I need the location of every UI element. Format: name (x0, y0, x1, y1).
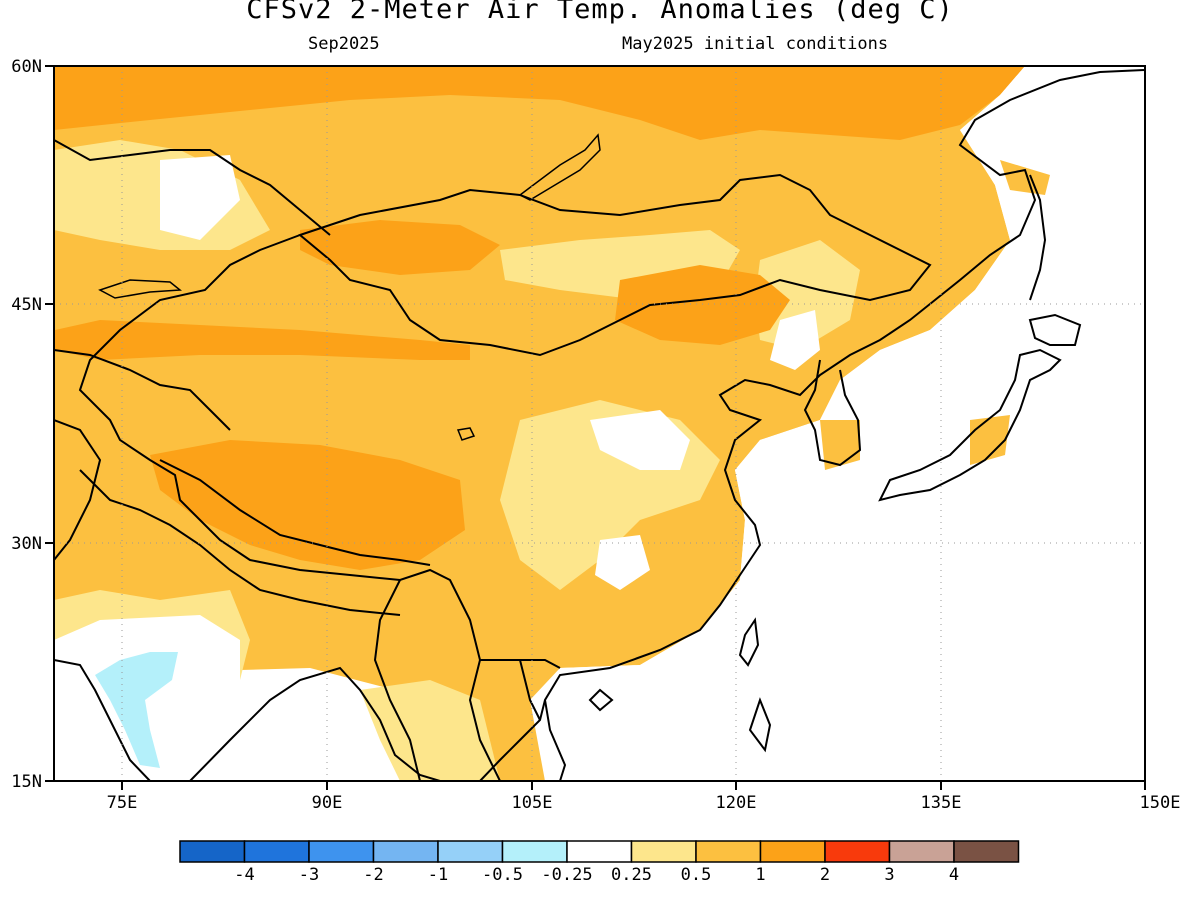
lon-label-135e: 135E (921, 793, 962, 813)
anomaly-zone-1-2 (615, 265, 790, 345)
lakes (98, 133, 601, 441)
colorbar-swatch (437, 840, 504, 863)
anomaly-zone-1-2 (54, 66, 1025, 140)
anomaly-zone-near-zero (595, 535, 650, 590)
hainan-coastline (588, 688, 614, 712)
lon-label-105e: 105E (512, 793, 553, 813)
china-west-border (78, 234, 481, 661)
colorbar-swatch (372, 840, 439, 863)
central-asia-border (54, 349, 231, 431)
lat-label-30n: 30N (11, 534, 42, 554)
lat-label-15n: 15N (11, 772, 42, 792)
korea-coastline (803, 359, 862, 467)
colorbar-label: 4 (949, 865, 959, 885)
qinghai-lake (456, 427, 476, 441)
india-north-border (79, 469, 401, 616)
valid-month: Sep2025 (308, 34, 380, 54)
lat-label-60n: 60N (11, 57, 42, 77)
colorbar-swatch (953, 840, 1020, 863)
axis-ticks (45, 65, 1146, 790)
pakistan-border (54, 419, 102, 561)
colorbar-label: 0.25 (611, 865, 652, 885)
lon-label-150e: 150E (1140, 793, 1181, 813)
colorbar-swatch (501, 840, 568, 863)
colorbar-swatch (759, 840, 826, 863)
map-title: CFSv2 2-Meter Air Temp. Anomalies (deg C… (246, 0, 954, 25)
kazakhstan-border (54, 139, 331, 236)
colorbar-swatch (308, 840, 375, 863)
colorbar-label: -0.5 (482, 865, 523, 885)
sakhalin-coastline (1029, 174, 1047, 301)
colorbar-swatch (179, 840, 246, 863)
colorbar-swatch (695, 840, 762, 863)
colorbar-swatch (888, 840, 955, 863)
colorbar-label: -2 (363, 865, 383, 885)
taiwan-coastline (738, 617, 760, 667)
lon-label-120e: 120E (716, 793, 757, 813)
lake-balkhash (98, 279, 182, 299)
colorbar-label: 1 (755, 865, 765, 885)
myanmar-border (373, 579, 421, 781)
colorbar-label: 3 (884, 865, 894, 885)
anomaly-zone-1-2 (300, 220, 500, 275)
lake-baikal (518, 133, 601, 201)
colorbar-swatch (566, 840, 633, 863)
anomaly-zone-0.5-1 (1000, 160, 1050, 195)
anomaly-zone-0.5-1 (970, 415, 1010, 465)
anomaly-zone-near-zero (590, 410, 690, 470)
mongolia-border (297, 173, 932, 357)
philippines-coastline (748, 697, 772, 753)
colorbar-label: -4 (234, 865, 254, 885)
india-coastline (54, 659, 151, 781)
colorbar: -4 -3 -2 -1 -0.5 -0.25 0.25 0.5 1 2 3 4 (179, 840, 1020, 885)
himalaya-border (159, 459, 431, 566)
colorbar-label: 2 (820, 865, 830, 885)
colorbar-label: -1 (428, 865, 448, 885)
initial-conditions: May2025 initial conditions (622, 34, 889, 54)
country-borders (54, 139, 932, 781)
bay-of-bengal-coastline (189, 666, 441, 781)
map-frame (53, 65, 1146, 782)
lat-label-45n: 45N (11, 295, 42, 315)
colorbar-swatch (824, 840, 891, 863)
hokkaido-coastline (1028, 313, 1082, 346)
lon-label-75e: 75E (107, 793, 138, 813)
colorbar-swatch (243, 840, 310, 863)
colorbar-label: -3 (299, 865, 319, 885)
anomaly-zone-1-2 (55, 320, 470, 360)
anomaly-field (54, 66, 1145, 781)
anomaly-zone-near-zero (160, 155, 240, 240)
indochina-border (468, 659, 541, 781)
colorbar-label: -0.25 (541, 865, 592, 885)
anomaly-zone-cold (95, 652, 178, 768)
colorbar-swatch (630, 840, 697, 863)
anomaly-zone-1-2 (150, 440, 465, 570)
anomaly-zone-near-zero (770, 310, 820, 370)
lon-label-90e: 90E (312, 793, 343, 813)
east-asia-coastline (543, 69, 1145, 781)
japan-coastline (878, 348, 1062, 502)
colorbar-label: 0.5 (681, 865, 712, 885)
